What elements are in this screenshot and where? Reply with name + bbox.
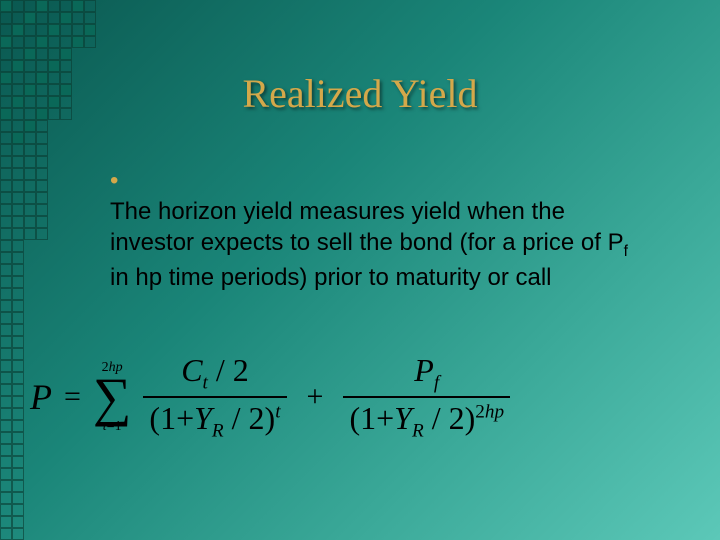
sum-lower: t=1 bbox=[103, 419, 122, 435]
body-part2: in hp time periods) prior to maturity or… bbox=[110, 264, 552, 291]
bullet-glyph: • bbox=[110, 165, 134, 196]
sigma-block: 2hp ∑ t=1 bbox=[93, 360, 132, 435]
sigma-symbol: ∑ bbox=[93, 376, 132, 419]
body-part1: The horizon yield measures yield when th… bbox=[110, 198, 624, 256]
term2-fraction: Pf (1+YR / 2)2hp bbox=[343, 350, 510, 445]
bullet-text: The horizon yield measures yield when th… bbox=[110, 196, 640, 293]
bullet-block: • The horizon yield measures yield when … bbox=[110, 165, 670, 294]
term2-exp: 2hp bbox=[475, 402, 504, 423]
term1-denominator: (1+YR / 2)t bbox=[143, 398, 286, 444]
term1-fraction: Ct / 2 (1+YR / 2)t bbox=[143, 350, 286, 445]
formula-plus: + bbox=[307, 380, 324, 414]
slide-title: Realized Yield bbox=[0, 70, 720, 117]
formula-lhs: P bbox=[30, 376, 52, 418]
term1-numerator: Ct / 2 bbox=[175, 350, 255, 396]
formula: P = 2hp ∑ t=1 Ct / 2 (1+YR / 2)t + Pf (1… bbox=[30, 350, 690, 445]
body-sub1: f bbox=[624, 243, 628, 260]
term2-denominator: (1+YR / 2)2hp bbox=[343, 398, 510, 444]
formula-equals: = bbox=[64, 380, 81, 414]
term2-numerator: Pf bbox=[408, 350, 445, 396]
